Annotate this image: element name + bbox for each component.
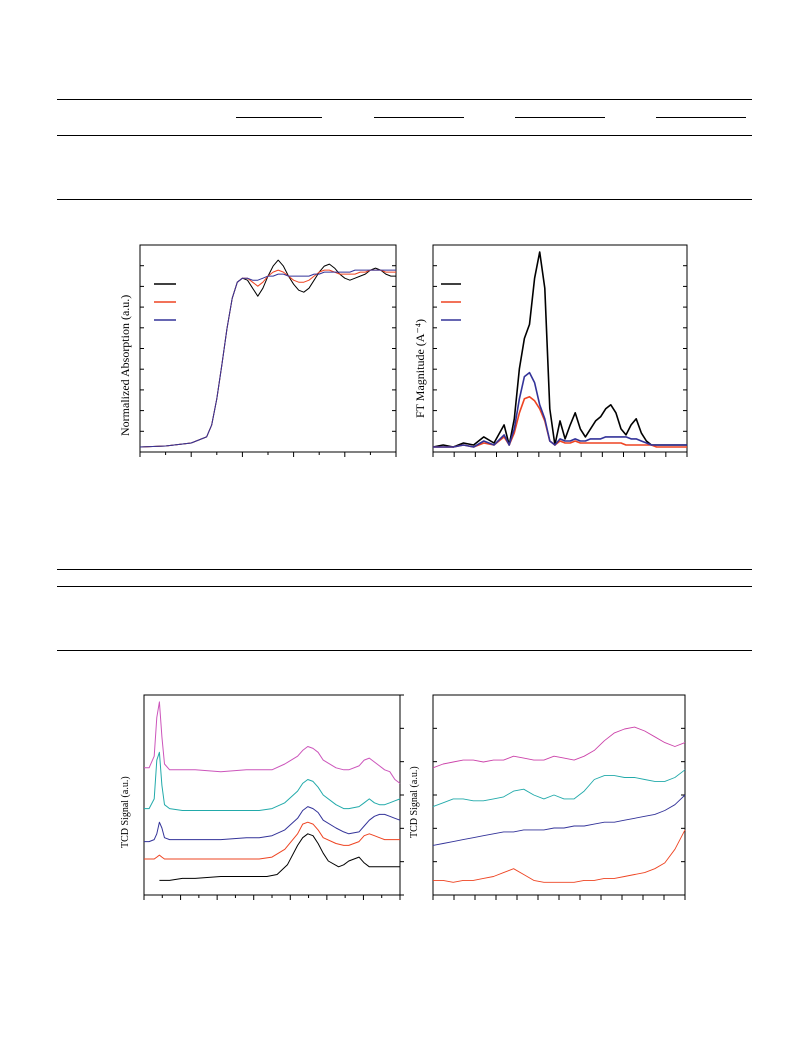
series-line-3	[144, 821, 400, 860]
table2-bottom-rule	[57, 650, 752, 651]
table2-top-rule	[57, 569, 752, 570]
series-line-2	[144, 806, 401, 843]
table1-column-group-rule-2	[374, 117, 464, 118]
series-line-0	[432, 251, 687, 448]
series-line-0	[139, 259, 396, 448]
series-line-0	[144, 701, 401, 784]
table1-column-group-rule-3	[515, 117, 605, 118]
series-line-3	[433, 829, 686, 883]
series-line-4	[159, 833, 400, 881]
table1-header-rule	[57, 135, 752, 136]
table1-bottom-rule	[57, 199, 752, 200]
series-line-1	[144, 751, 401, 811]
tcd-right-chart	[432, 694, 686, 900]
table1-column-group-rule-4	[656, 117, 746, 118]
series-line-1	[139, 269, 396, 448]
ft-chart	[432, 244, 688, 457]
series-line-1	[432, 769, 686, 808]
table1-column-group-rule-1	[236, 117, 322, 118]
series-line-1	[433, 395, 687, 448]
series-line-2	[433, 371, 687, 448]
figure-tcd-left: TCD Signal (a.u.)	[110, 690, 410, 915]
figure-xanes: Normalized Absorption (a.u.)	[110, 240, 410, 460]
table1-top-rule	[57, 99, 752, 100]
figure-tcd-right: TCD Signal (a.u.)	[405, 690, 705, 915]
series-line-0	[432, 726, 686, 769]
table2-header-rule	[57, 586, 752, 587]
plot-frame	[432, 694, 686, 896]
figure-ft-exafs: FT Magnitude (A⁻⁴)	[405, 240, 705, 460]
xanes-chart	[139, 244, 397, 457]
plot-frame	[143, 694, 401, 896]
series-line-2	[432, 794, 686, 846]
tcd-left-chart	[143, 694, 404, 900]
series-line-2	[139, 269, 396, 448]
